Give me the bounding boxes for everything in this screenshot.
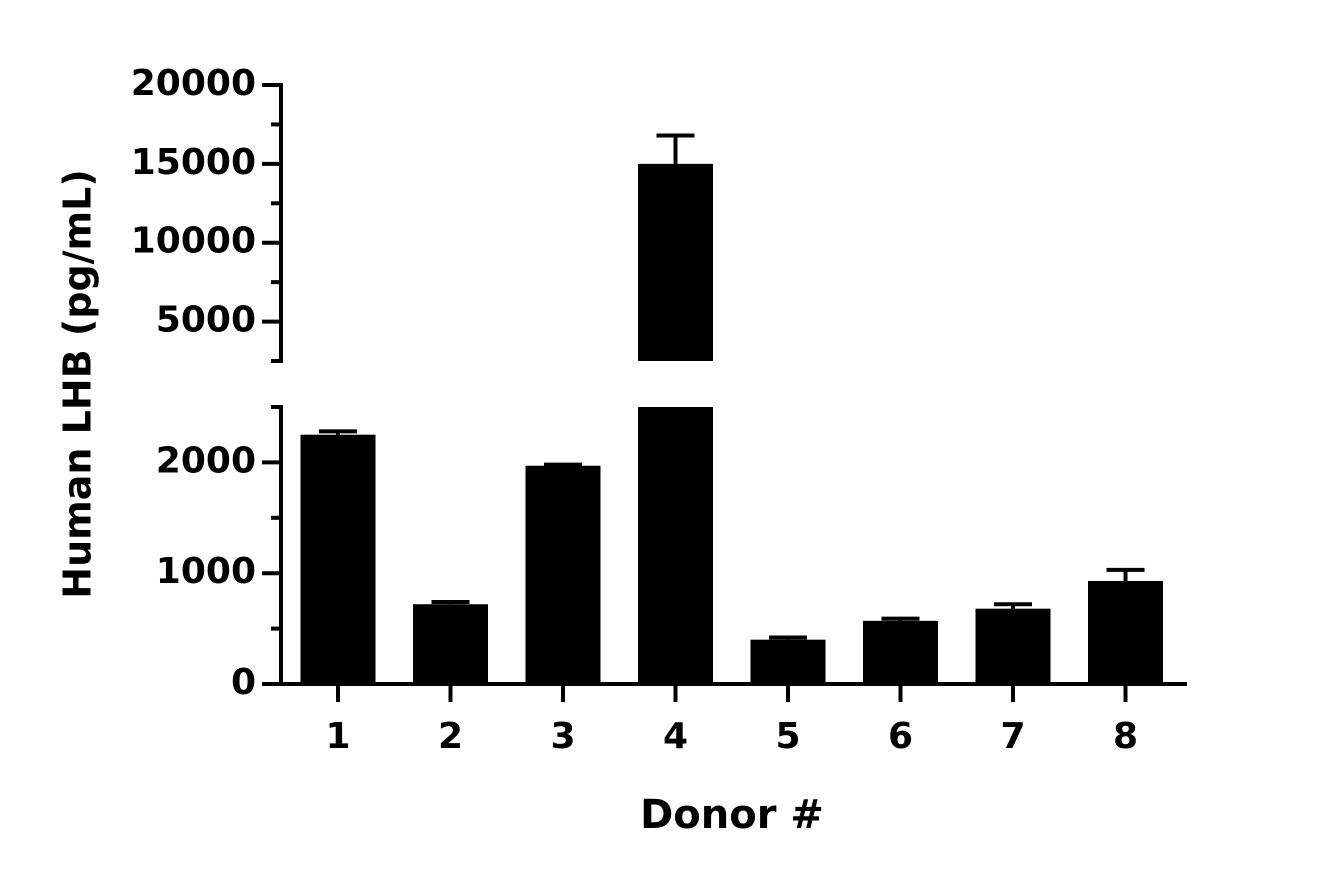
error-bar	[994, 602, 1032, 609]
error-bar	[431, 600, 470, 605]
bar	[975, 608, 1051, 684]
y-tick-label: 0	[231, 662, 256, 703]
x-tick-label: 5	[775, 716, 800, 757]
error-bar	[881, 616, 920, 621]
bar	[638, 407, 713, 684]
x-tick-label: 4	[663, 716, 688, 757]
x-tick-label: 8	[1113, 716, 1138, 757]
x-tick-label: 3	[550, 716, 575, 757]
y-tick-label: 10000	[131, 221, 256, 262]
bar	[638, 163, 713, 361]
y-axis-title: Human LHB (pg/mL)	[56, 169, 100, 598]
y-tick-label: 15000	[131, 142, 256, 183]
error-bar	[769, 635, 807, 640]
error-bar	[656, 133, 695, 164]
y-tick-label: 2000	[156, 440, 256, 481]
bar	[863, 620, 938, 684]
x-tick-label: 6	[888, 716, 913, 757]
y-tick-label: 20000	[131, 63, 256, 104]
error-bar	[544, 462, 582, 467]
bar	[750, 639, 826, 684]
y-tick-label: 5000	[156, 300, 256, 341]
error-bar	[1106, 567, 1145, 581]
y-tick-label: 1000	[156, 551, 256, 592]
bar	[525, 465, 601, 684]
error-bar	[319, 429, 357, 435]
bar	[413, 604, 488, 684]
x-axis-title: Donor #	[640, 792, 824, 838]
x-tick-label: 1	[325, 716, 350, 757]
x-tick-label: 7	[1000, 716, 1025, 757]
bar	[300, 434, 376, 684]
bar	[1088, 580, 1163, 684]
x-tick-label: 2	[438, 716, 463, 757]
